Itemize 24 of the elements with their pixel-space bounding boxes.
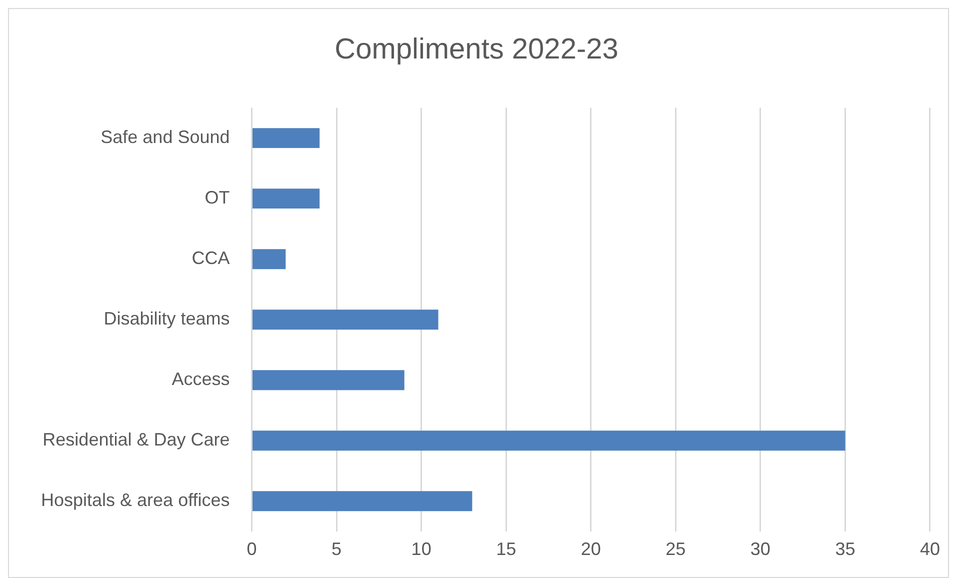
- y-tick-label: Access: [172, 369, 230, 390]
- y-tick-label: OT: [204, 188, 230, 208]
- x-tick-label: 35: [835, 539, 856, 560]
- x-tick-label: 20: [580, 539, 601, 560]
- chart-title: Compliments 2022-23: [334, 33, 618, 66]
- y-tick-label: Disability teams: [104, 308, 230, 329]
- x-tick-label: 0: [246, 539, 257, 560]
- y-tick-label: Hospitals & area offices: [40, 490, 230, 510]
- bar: [252, 430, 846, 451]
- y-tick-label: Residential & Day Care: [42, 430, 230, 450]
- x-tick-label: 5: [332, 539, 342, 560]
- x-tick-label: 15: [496, 539, 516, 560]
- x-tick-label: 40: [920, 539, 940, 560]
- bar: [252, 128, 320, 148]
- x-tick-label: 30: [750, 539, 770, 560]
- y-tick-label: Safe and Sound: [100, 127, 230, 148]
- x-tick-label: 10: [411, 539, 432, 560]
- bar: [252, 491, 472, 512]
- bar: [252, 188, 320, 209]
- bar: [252, 370, 404, 390]
- x-tick-label: 25: [666, 539, 686, 560]
- bar: [252, 310, 438, 330]
- bar: [252, 249, 286, 270]
- y-tick-label: CCA: [192, 248, 230, 268]
